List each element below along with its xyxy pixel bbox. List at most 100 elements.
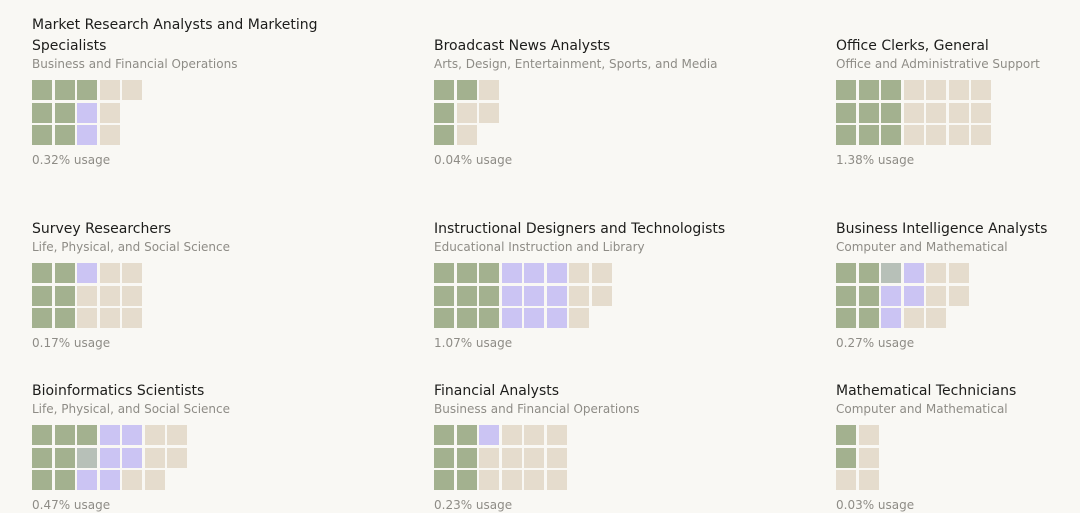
waffle-cell	[836, 470, 856, 490]
occupation-title: Mathematical Technicians	[836, 383, 1017, 399]
waffle-cell	[524, 263, 544, 283]
waffle-cell	[479, 425, 499, 445]
waffle-cell	[77, 425, 97, 445]
occupation-category: Business and Financial Operations	[32, 57, 238, 71]
waffle-cell	[501, 263, 522, 283]
waffle-cell	[524, 447, 544, 468]
waffle-cell	[926, 125, 946, 145]
waffle-cell	[167, 425, 187, 445]
waffle-cell	[479, 447, 499, 468]
waffle-cell	[836, 263, 856, 283]
waffle-cell	[479, 470, 499, 490]
usage-label: 0.32% usage	[32, 153, 111, 167]
waffle-cell	[546, 263, 567, 283]
occupation-category: Life, Physical, and Social Science	[32, 402, 230, 416]
waffle-cell	[456, 308, 477, 328]
waffle-cell	[569, 263, 589, 283]
waffle-cell	[479, 308, 499, 328]
waffle-cell	[32, 102, 52, 123]
waffle-cell	[881, 285, 901, 306]
waffle-cell	[32, 80, 52, 100]
waffle-cell	[434, 447, 454, 468]
waffle-cell	[77, 263, 97, 283]
waffle-cell	[858, 125, 879, 145]
waffle-cell	[948, 102, 969, 123]
waffle-cell	[122, 447, 142, 468]
waffle-cell	[167, 447, 187, 468]
waffle-cell	[836, 308, 856, 328]
waffle-cell	[32, 447, 52, 468]
waffle-cell	[54, 285, 75, 306]
waffle-cell	[434, 80, 454, 100]
waffle-cell	[501, 470, 522, 490]
waffle-cell	[456, 447, 477, 468]
waffle-cell	[501, 425, 522, 445]
waffle-cell	[948, 285, 969, 306]
waffle-cell	[858, 470, 879, 490]
waffle-cell	[77, 470, 97, 490]
occupation-category: Office and Administrative Support	[836, 57, 1040, 71]
waffle-cell	[434, 470, 454, 490]
waffle-cell	[144, 470, 165, 490]
occupation-category: Computer and Mathematical	[836, 240, 1008, 254]
waffle-cell	[903, 308, 924, 328]
occupation-title: Instructional Designers and Technologist…	[434, 221, 726, 237]
waffle-cell	[456, 285, 477, 306]
waffle-cell	[836, 102, 856, 123]
waffle-cell	[122, 425, 142, 445]
usage-label: 0.27% usage	[836, 336, 915, 350]
waffle-cell	[546, 447, 567, 468]
waffle-cell	[77, 125, 97, 145]
occupation-title: Office Clerks, General	[836, 38, 989, 54]
waffle-cell	[926, 102, 946, 123]
waffle-cell	[54, 102, 75, 123]
waffle-cell	[456, 425, 477, 445]
occupation-title: Business Intelligence Analysts	[836, 221, 1048, 237]
occupation-category: Educational Instruction and Library	[434, 240, 645, 254]
waffle-cell	[591, 263, 612, 283]
usage-label: 1.07% usage	[434, 336, 513, 350]
waffle-cell	[524, 308, 544, 328]
waffle-cell	[77, 80, 97, 100]
waffle-cell	[881, 263, 901, 283]
waffle-cell	[434, 285, 454, 306]
waffle-cell	[32, 285, 52, 306]
waffle-cell	[858, 102, 879, 123]
waffle-cell	[456, 102, 477, 123]
waffle-cell	[926, 80, 946, 100]
waffle-cell	[858, 447, 879, 468]
waffle-cell	[501, 447, 522, 468]
waffle-cell	[144, 447, 165, 468]
waffle-cell	[546, 470, 567, 490]
occupation-category: Arts, Design, Entertainment, Sports, and…	[434, 57, 718, 71]
waffle-cell	[479, 263, 499, 283]
waffle-cell	[881, 125, 901, 145]
waffle-cell	[546, 308, 567, 328]
waffle-cell	[77, 308, 97, 328]
waffle-cell	[434, 125, 454, 145]
waffle-cell	[971, 125, 991, 145]
usage-label: 0.03% usage	[836, 498, 915, 512]
waffle-cell	[903, 125, 924, 145]
waffle-cell	[77, 447, 97, 468]
waffle-cell	[903, 80, 924, 100]
waffle-cell	[948, 125, 969, 145]
waffle-cell	[479, 80, 499, 100]
waffle-cell	[881, 308, 901, 328]
waffle-cell	[456, 80, 477, 100]
waffle-cell	[456, 263, 477, 283]
waffle-cell	[32, 263, 52, 283]
waffle-cell	[77, 285, 97, 306]
usage-label: 0.47% usage	[32, 498, 111, 512]
waffle-cell	[99, 425, 120, 445]
usage-label: 0.17% usage	[32, 336, 111, 350]
waffle-cell	[836, 447, 856, 468]
waffle-cell	[54, 447, 75, 468]
waffle-cell	[54, 263, 75, 283]
waffle-cell	[54, 425, 75, 445]
waffle-cell	[524, 425, 544, 445]
waffle-cell	[501, 308, 522, 328]
occupation-title: Survey Researchers	[32, 221, 172, 237]
waffle-cell	[434, 425, 454, 445]
waffle-cell	[32, 425, 52, 445]
